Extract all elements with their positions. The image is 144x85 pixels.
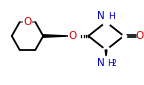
Text: O: O bbox=[135, 31, 144, 41]
Text: H: H bbox=[108, 12, 115, 21]
Text: 2: 2 bbox=[112, 59, 117, 69]
Text: O: O bbox=[23, 17, 32, 27]
Text: N: N bbox=[97, 11, 105, 21]
Text: N: N bbox=[97, 58, 105, 68]
Polygon shape bbox=[43, 35, 69, 37]
Text: H: H bbox=[107, 58, 114, 67]
Polygon shape bbox=[105, 50, 107, 56]
Text: O: O bbox=[69, 31, 77, 41]
